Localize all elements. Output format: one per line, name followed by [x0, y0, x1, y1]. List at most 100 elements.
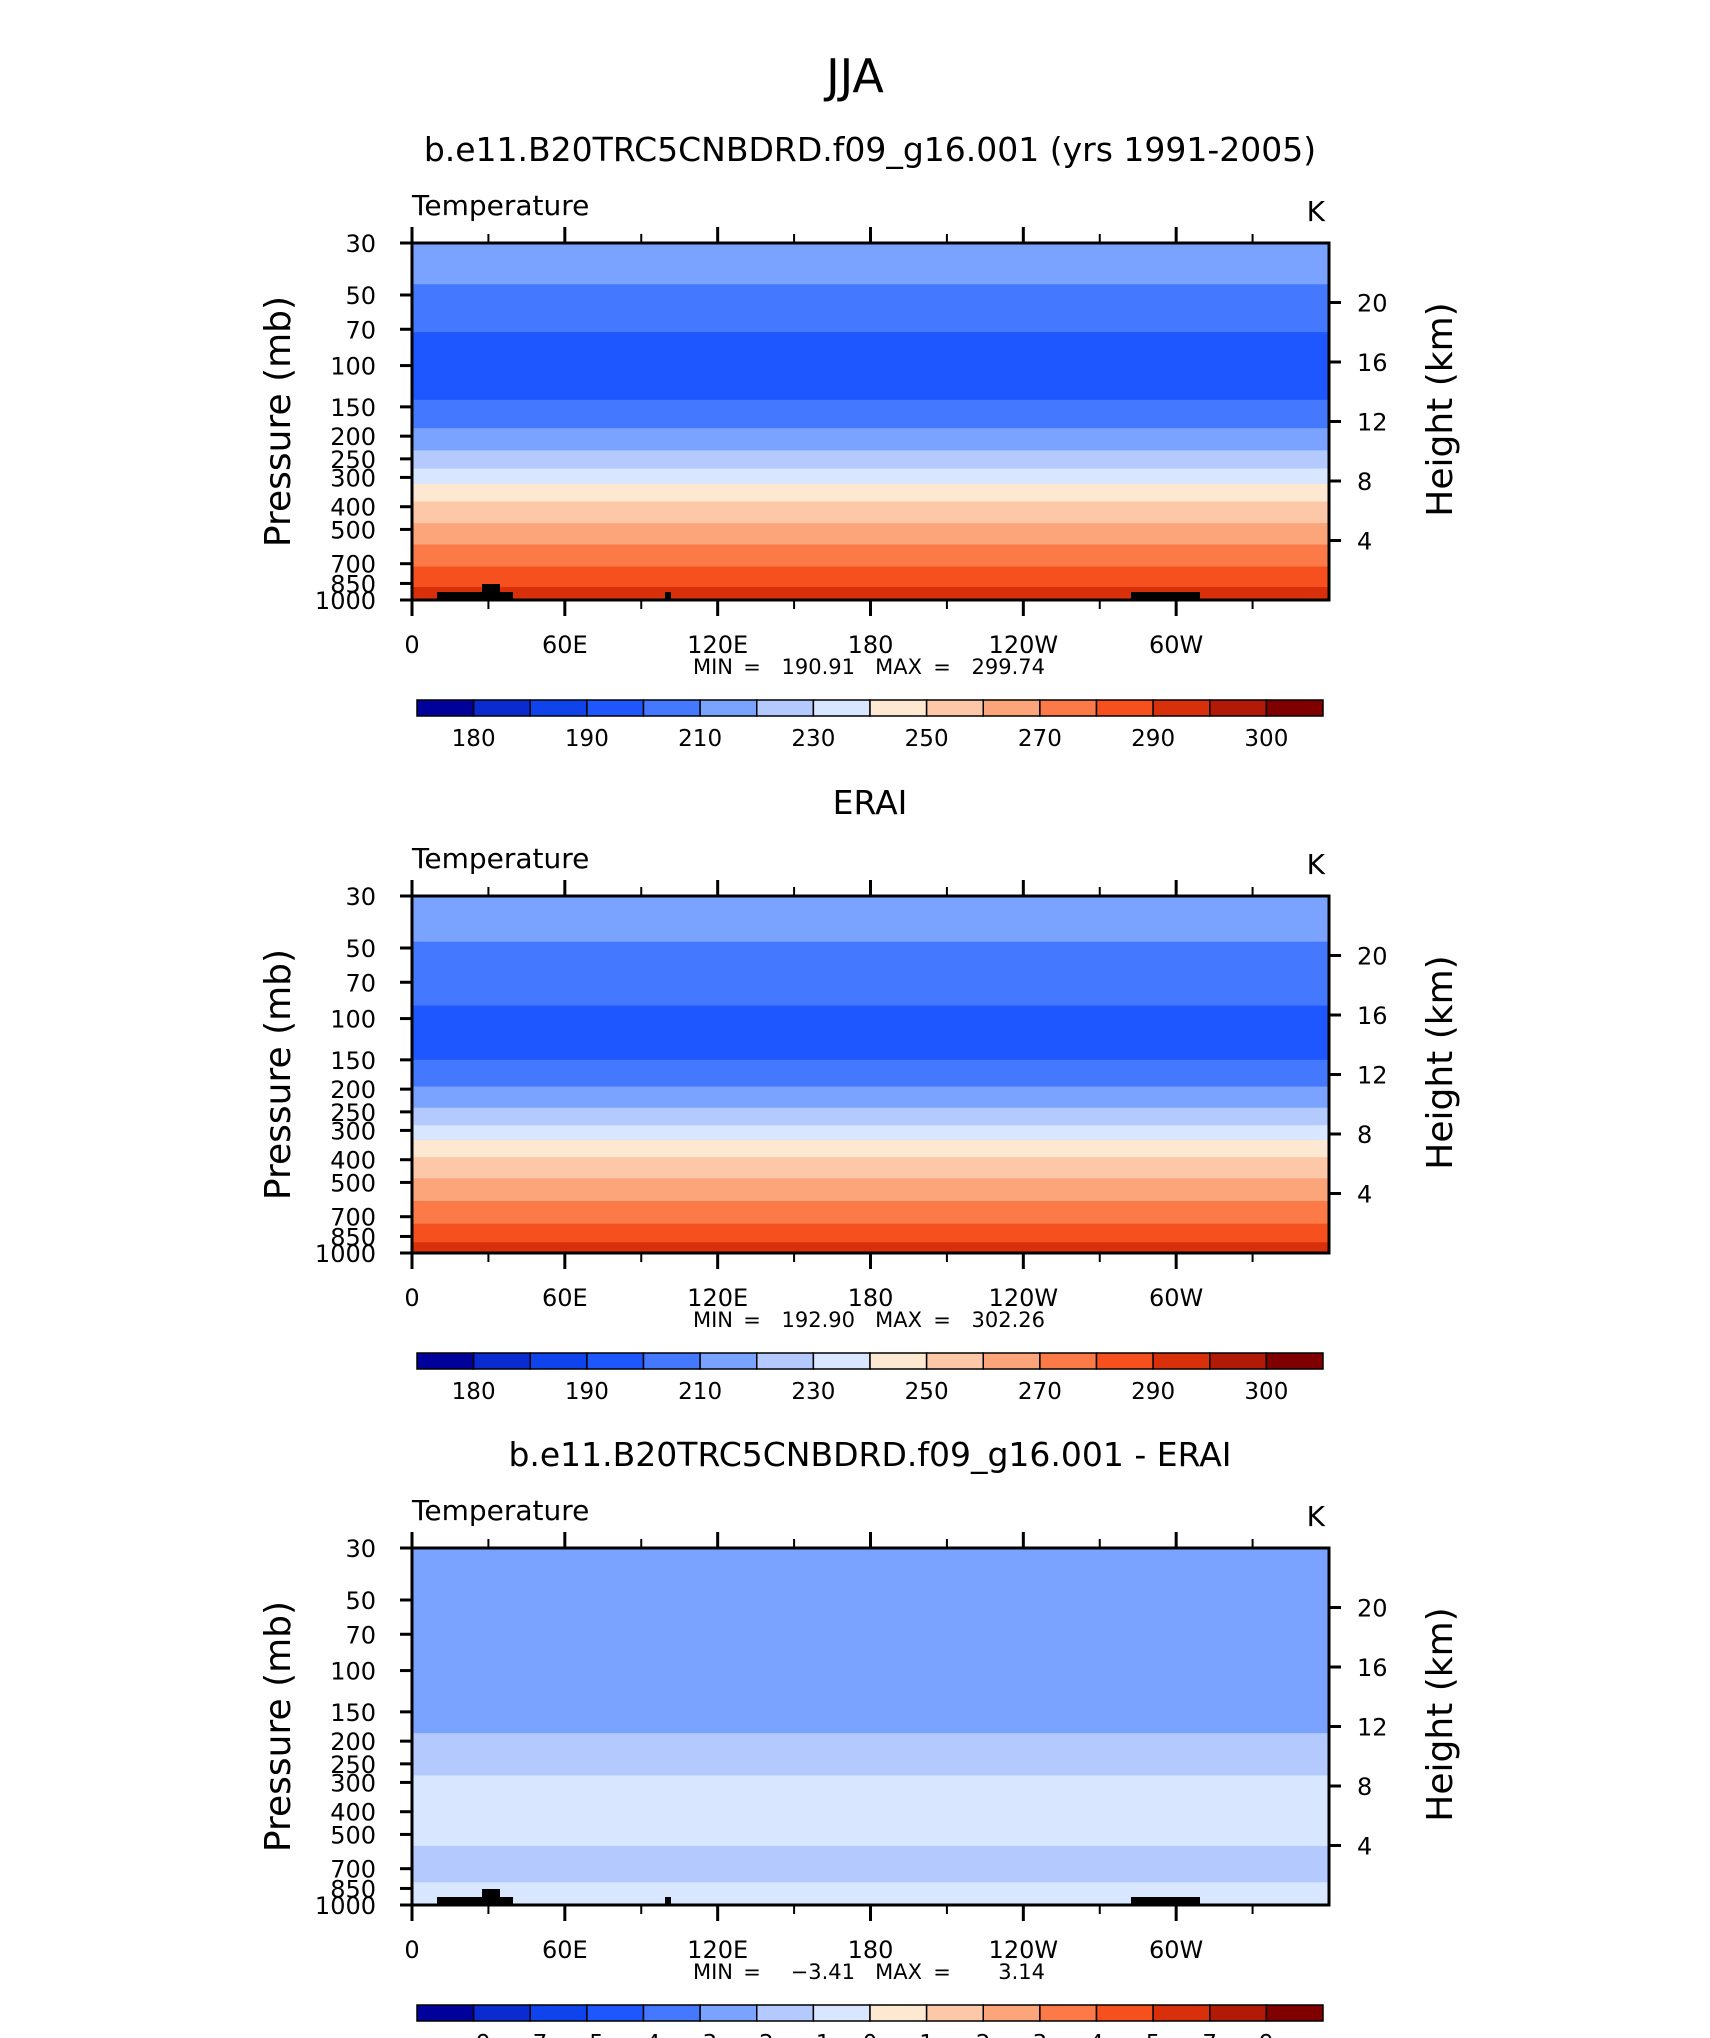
height-tick-label: 20	[1357, 1595, 1388, 1623]
pressure-tick-label: 50	[345, 282, 376, 310]
pressure-tick-label: 70	[345, 1621, 376, 1649]
height-tick-label: 4	[1357, 1181, 1372, 1209]
x-tick-label: 120E	[687, 1936, 748, 1964]
topography-block	[1131, 1897, 1200, 1905]
y-axis-title-left: Pressure (mb)	[258, 949, 299, 1200]
colorbar-swatch	[1095, 2004, 1154, 2022]
colorbar-swatch	[1095, 1352, 1154, 1370]
units-label: K	[1307, 1500, 1326, 1533]
colorbar-swatch	[756, 1352, 815, 1370]
contour-band	[412, 586, 1329, 600]
colorbar-swatch	[472, 1352, 531, 1370]
colorbar-label: 230	[791, 726, 835, 752]
x-tick-label: 60E	[542, 1284, 588, 1312]
units-label: K	[1307, 848, 1326, 881]
pressure-tick-label: 300	[330, 1769, 376, 1797]
stats-min-value: 190.91	[782, 655, 855, 679]
stats-eq: =	[743, 1308, 761, 1332]
colorbar-label: 210	[678, 1379, 722, 1405]
colorbar-label: −7	[513, 2031, 547, 2038]
colorbar-swatch	[472, 699, 531, 717]
stats-eq: =	[743, 1960, 761, 1984]
colorbar-swatch	[1265, 1352, 1324, 1370]
colorbar-swatch	[1152, 1352, 1211, 1370]
pressure-tick-label: 850	[330, 1875, 376, 1903]
height-tick-label: 16	[1357, 349, 1388, 377]
pressure-tick-label: 500	[330, 1821, 376, 1849]
colorbar-swatch	[756, 2004, 815, 2022]
colorbar-swatch	[416, 1352, 475, 1370]
colorbar-label: 180	[452, 1379, 496, 1405]
chart-panel-3: b.e11.B20TRC5CNBDRD.f09_g16.001 - ERAI Te…	[258, 1435, 1461, 2038]
height-tick-label: 16	[1357, 1654, 1388, 1682]
x-tick-label: 0	[404, 1936, 419, 1964]
height-tick-label: 8	[1357, 1773, 1372, 1801]
colorbar-label: 4	[1089, 2031, 1104, 2038]
colorbar-label: 0	[863, 2031, 878, 2038]
stats-max-label: MAX	[875, 1960, 922, 1984]
colorbar-label: 300	[1244, 1379, 1288, 1405]
stats-max-value: 302.26	[972, 1308, 1045, 1332]
x-tick-label: 60E	[542, 1936, 588, 1964]
height-tick-label: 4	[1357, 528, 1372, 556]
y-axis-title-right: Height (km)	[1420, 955, 1461, 1169]
pressure-tick-label: 700	[330, 1856, 376, 1884]
x-tick-label: 60W	[1149, 1284, 1203, 1312]
pressure-tick-label: 500	[330, 1169, 376, 1197]
colorbar-swatch	[982, 699, 1041, 717]
height-tick-label: 20	[1357, 290, 1388, 318]
x-tick-label: 180	[848, 1936, 894, 1964]
pressure-tick-label: 1000	[315, 587, 376, 615]
pressure-tick-label: 150	[330, 394, 376, 422]
colorbar-swatch	[869, 1352, 928, 1370]
contour-band	[412, 1882, 1329, 1905]
stats-eq: =	[933, 655, 951, 679]
contour-fill	[412, 896, 1329, 1253]
colorbar-label: −1	[796, 2031, 830, 2038]
colorbar-swatch	[1039, 2004, 1098, 2022]
height-tick-label: 8	[1357, 468, 1372, 496]
colorbar-swatch	[1209, 699, 1268, 717]
stats-max-label: MAX	[875, 1308, 922, 1332]
stats-max-value: 299.74	[972, 655, 1045, 679]
stats-max-label: MAX	[875, 655, 922, 679]
x-tick-label: 120E	[687, 1284, 748, 1312]
pressure-tick-label: 100	[330, 1658, 376, 1686]
stats-max-value: 3.14	[998, 1960, 1045, 1984]
pressure-tick-label: 700	[330, 1204, 376, 1232]
stats-min-value: −3.41	[791, 1960, 855, 1984]
colorbar-label: 5	[1146, 2031, 1161, 2038]
colorbar-swatch	[982, 2004, 1041, 2022]
stats-min-label: MIN	[693, 1960, 733, 1984]
colorbar-swatch	[1039, 1352, 1098, 1370]
colorbar-label: 9	[1259, 2031, 1274, 2038]
pressure-tick-label: 700	[330, 551, 376, 579]
variable-label: Temperature	[411, 189, 589, 222]
page-title: JJA	[823, 49, 884, 103]
colorbar-swatch	[416, 699, 475, 717]
contour-fill	[412, 1548, 1329, 1905]
chart-title: ERAI	[833, 783, 908, 822]
pressure-tick-label: 400	[330, 1799, 376, 1827]
height-tick-label: 8	[1357, 1121, 1372, 1149]
colorbar-label: −3	[683, 2031, 717, 2038]
x-tick-label: 60E	[542, 631, 588, 659]
x-tick-label: 180	[848, 631, 894, 659]
pressure-tick-label: 200	[330, 1076, 376, 1104]
colorbar-swatch	[812, 699, 871, 717]
colorbar-swatch	[1209, 2004, 1268, 2022]
variable-label: Temperature	[411, 1494, 589, 1527]
pressure-tick-label: 50	[345, 1587, 376, 1615]
pressure-tick-label: 250	[330, 446, 376, 474]
pressure-tick-label: 500	[330, 516, 376, 544]
pressure-tick-label: 70	[345, 316, 376, 344]
colorbar-swatch	[869, 699, 928, 717]
pressure-tick-label: 30	[345, 230, 376, 258]
colorbar-swatch	[925, 1352, 984, 1370]
colorbar-label: 290	[1131, 726, 1175, 752]
colorbar-label: 3	[1033, 2031, 1048, 2038]
topography-block	[437, 1897, 513, 1905]
colorbar-label: −2	[740, 2031, 774, 2038]
y-axis-title-left: Pressure (mb)	[258, 1601, 299, 1852]
